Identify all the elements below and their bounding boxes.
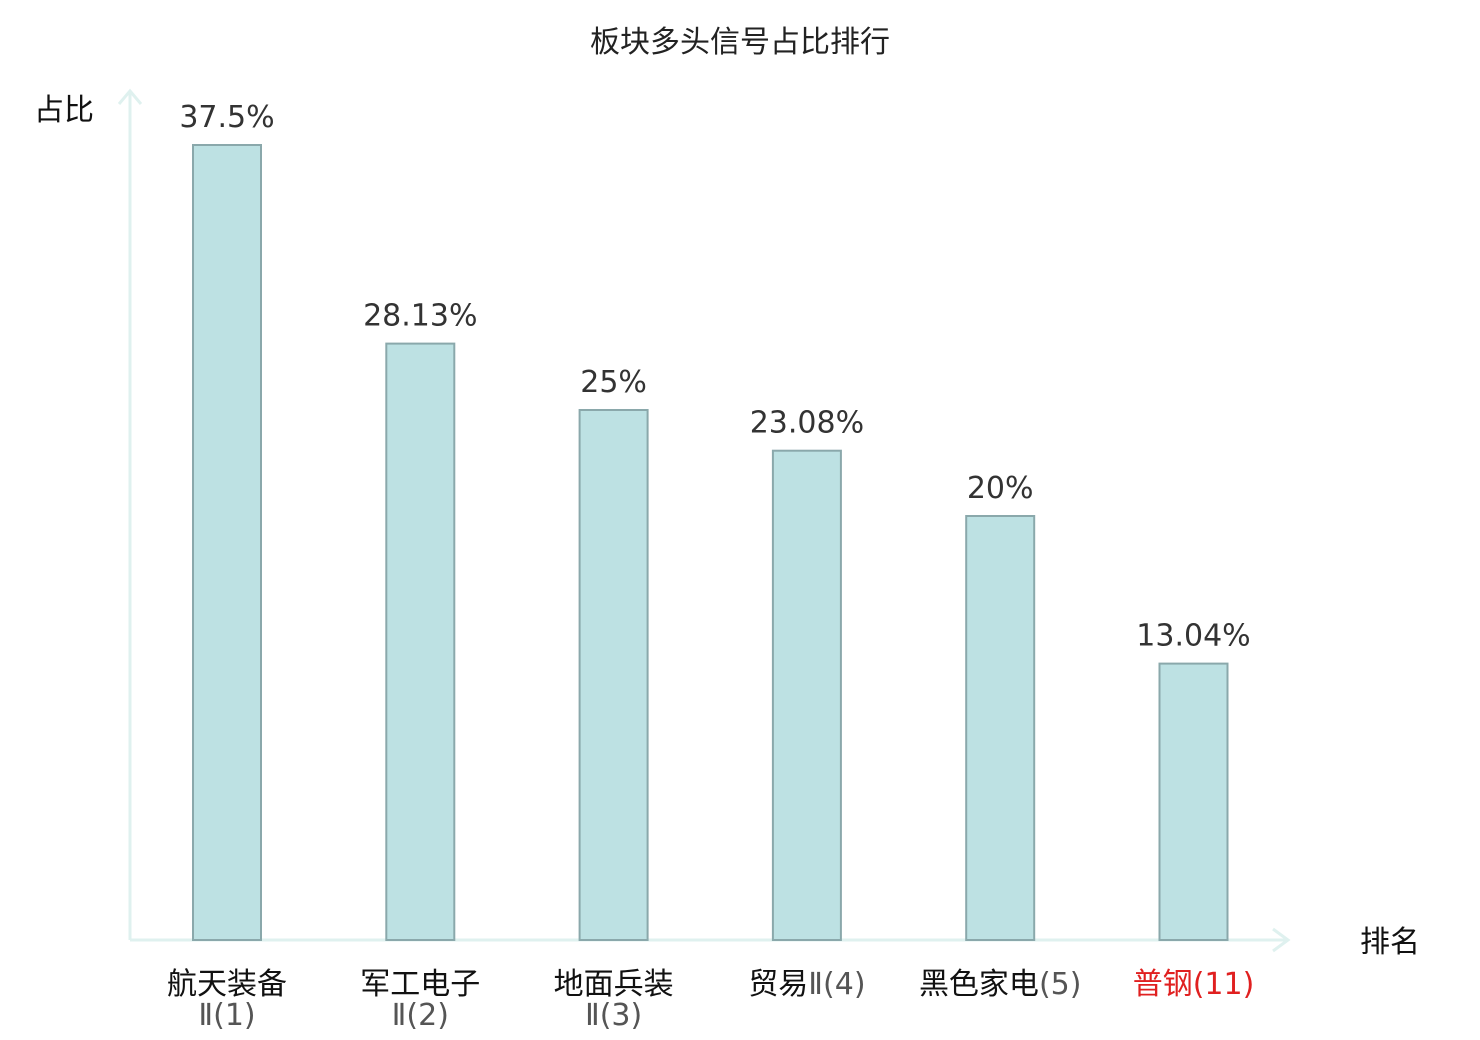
bar-3 [578, 409, 649, 941]
y-axis-label: 占比 [34, 93, 94, 128]
value-label-3: 25% [580, 365, 647, 400]
bar-4 [771, 449, 842, 941]
x-tick-label-6: 普钢(11) [1133, 967, 1255, 1002]
x-axis-label: 排名 [1360, 925, 1420, 960]
value-label-5: 20% [967, 471, 1034, 506]
chart-title: 板块多头信号占比排行 [590, 25, 890, 60]
bar-2 [385, 342, 456, 942]
bar-6 [1158, 662, 1229, 941]
bar-5 [965, 515, 1036, 941]
x-tick-name-1: 航天装备 [167, 967, 287, 1002]
x-tick-rank-2: Ⅱ(2) [392, 998, 449, 1033]
x-tick-rank-4: Ⅱ(4) [808, 967, 865, 1002]
x-tick-rank-1: Ⅱ(1) [198, 998, 255, 1033]
x-tick-name-3: 地面兵装 [554, 967, 674, 1002]
x-tick-name-5: 黑色家电 [919, 967, 1039, 1002]
x-tick-name-2: 军工电子 [360, 967, 480, 1002]
value-label-4: 23.08% [750, 406, 864, 441]
x-tick-rank-3: Ⅱ(3) [585, 998, 642, 1033]
value-label-1: 37.5% [179, 100, 274, 135]
value-label-2: 28.13% [363, 299, 477, 334]
x-tick-name-4: 贸易 [748, 967, 808, 1002]
x-tick-rank-6: (11) [1193, 967, 1255, 1002]
value-label-6: 13.04% [1136, 619, 1250, 654]
x-tick-label-5: 黑色家电(5) [919, 967, 1081, 1002]
y-axis-arrow [117, 88, 143, 105]
bar-1 [192, 144, 262, 941]
x-tick-rank-5: (5) [1039, 967, 1082, 1002]
x-tick-name-6: 普钢 [1133, 967, 1193, 1002]
x-axis-arrow [1272, 927, 1291, 953]
x-tick-label-4: 贸易Ⅱ(4) [748, 967, 865, 1002]
